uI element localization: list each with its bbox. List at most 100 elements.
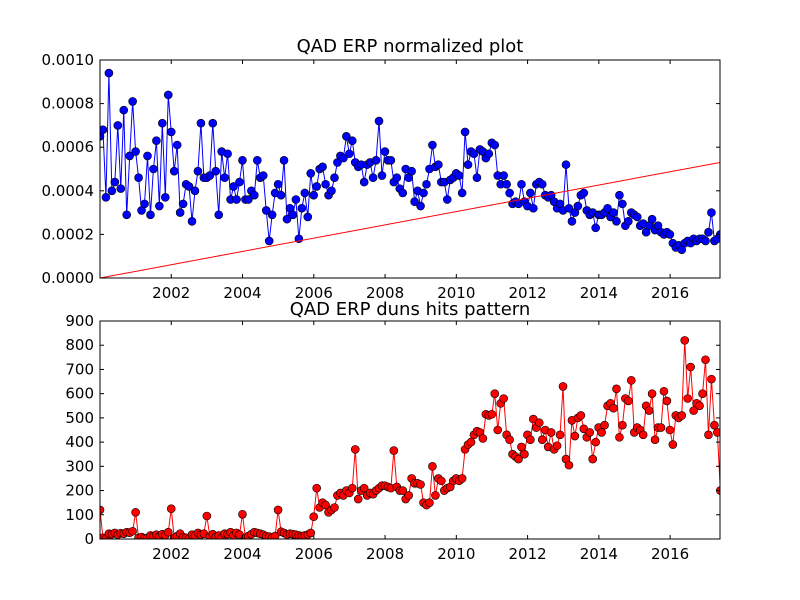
data-point xyxy=(701,355,710,365)
data-point xyxy=(698,389,707,398)
data-point xyxy=(220,173,229,183)
data-point xyxy=(404,491,413,500)
x-tick-label: 2008 xyxy=(366,545,404,563)
y-tick-label: 0.0000 xyxy=(42,269,95,287)
data-point xyxy=(303,212,313,222)
data-point xyxy=(300,188,310,198)
data-point xyxy=(689,406,698,415)
data-point xyxy=(291,195,301,204)
data-point xyxy=(517,179,526,189)
data-point xyxy=(187,217,197,226)
data-point xyxy=(140,199,149,209)
data-point xyxy=(638,430,648,440)
data-point xyxy=(707,374,716,384)
data-point xyxy=(537,179,547,189)
data-point xyxy=(155,201,164,211)
data-point xyxy=(603,203,612,213)
data-point xyxy=(416,480,425,489)
x-tick-label: 2014 xyxy=(580,545,618,563)
x-tick-label: 2012 xyxy=(508,545,546,563)
trend-line xyxy=(100,161,720,278)
data-point xyxy=(270,531,280,539)
data-point xyxy=(377,171,387,180)
data-point xyxy=(552,441,562,451)
data-point xyxy=(442,195,452,204)
data-point xyxy=(184,182,194,191)
data-point xyxy=(490,140,500,150)
y-tick-label: 200 xyxy=(65,482,94,500)
data-point xyxy=(710,420,719,430)
data-point xyxy=(561,160,571,169)
data-point xyxy=(564,460,574,470)
data-point xyxy=(321,179,330,189)
data-point xyxy=(499,171,508,180)
data-point xyxy=(609,208,618,217)
x-tick-label: 2008 xyxy=(366,284,404,302)
data-point xyxy=(416,201,425,211)
data-point xyxy=(113,121,123,130)
data-point xyxy=(597,428,606,437)
data-point xyxy=(484,149,494,159)
data-point xyxy=(330,503,339,512)
data-point xyxy=(493,425,503,435)
data-point xyxy=(166,127,176,137)
data-point xyxy=(353,494,363,504)
data-point xyxy=(570,431,580,441)
data-point xyxy=(437,476,446,486)
data-point xyxy=(520,449,529,459)
data-point xyxy=(101,193,111,202)
x-tick-label: 2016 xyxy=(651,284,689,302)
data-point xyxy=(537,435,547,444)
data-point xyxy=(205,171,215,180)
data-point xyxy=(526,435,535,444)
data-point xyxy=(169,166,179,176)
normalized-plot-axes: QAD ERP normalized plot 2002 2004 2006 2008… xyxy=(42,36,721,302)
data-point xyxy=(431,491,440,500)
data-point xyxy=(258,171,268,180)
data-point xyxy=(238,509,247,519)
chart-title: QAD ERP duns hits pattern xyxy=(290,299,531,320)
y-tick-label: 900 xyxy=(65,312,94,330)
data-point xyxy=(297,203,307,213)
x-tick-label: 2002 xyxy=(152,545,190,563)
data-point xyxy=(656,423,666,432)
data-point xyxy=(131,508,140,517)
data-point xyxy=(128,526,137,536)
data-point xyxy=(211,166,221,176)
data-point xyxy=(454,171,464,180)
data-point xyxy=(306,528,316,538)
data-point xyxy=(175,208,185,217)
data-point xyxy=(490,389,500,398)
data-point xyxy=(695,401,704,411)
data-point xyxy=(392,173,402,183)
data-point xyxy=(359,177,369,187)
x-tick-label: 2010 xyxy=(437,545,475,563)
data-point xyxy=(615,432,624,442)
data-point xyxy=(264,236,274,246)
data-point xyxy=(306,169,316,178)
data-point xyxy=(650,435,660,444)
data-point xyxy=(407,166,416,176)
data-point xyxy=(134,173,143,183)
data-point xyxy=(143,151,152,161)
normalized-plot-marks xyxy=(100,68,720,278)
duns-hits-marks xyxy=(100,336,720,539)
data-point xyxy=(309,190,319,200)
x-tick-label: 2016 xyxy=(651,545,689,563)
normalized-plot-frame xyxy=(99,59,721,279)
data-point xyxy=(499,394,508,403)
data-point xyxy=(107,186,117,196)
data-point xyxy=(273,505,283,515)
data-point xyxy=(163,90,173,100)
data-point xyxy=(647,389,657,398)
data-point xyxy=(683,394,693,403)
data-point xyxy=(345,149,354,159)
x-tick-label: 2012 xyxy=(508,284,546,302)
x-tick-label: 2014 xyxy=(580,284,618,302)
data-point xyxy=(579,188,589,198)
y-tick-label: 100 xyxy=(65,506,94,524)
data-point xyxy=(576,411,586,420)
x-tick-label: 2010 xyxy=(437,284,475,302)
data-point xyxy=(478,434,488,443)
